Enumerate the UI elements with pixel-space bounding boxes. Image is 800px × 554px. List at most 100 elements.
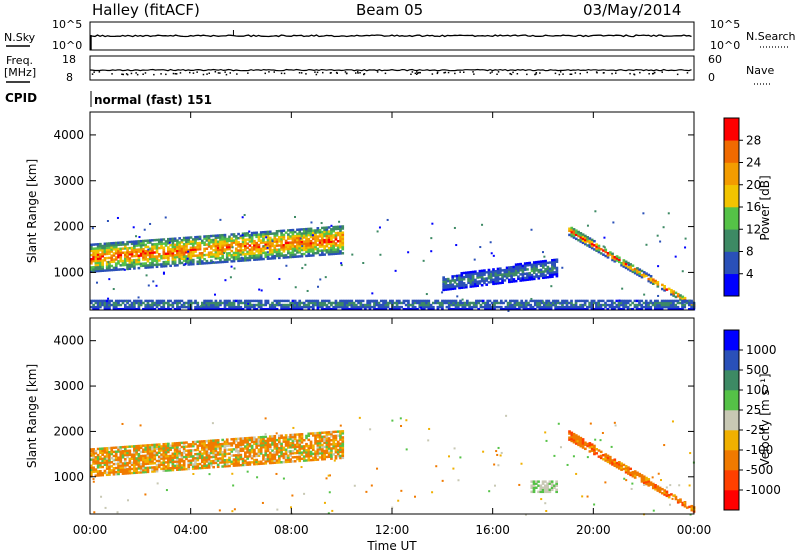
- heatmap-cell: [332, 430, 336, 434]
- heatmap-cell: [549, 301, 553, 305]
- heatmap-cell: [446, 279, 450, 283]
- heatmap-cell: [658, 305, 662, 309]
- nave-dot: [410, 73, 412, 75]
- heatmap-cell: [459, 299, 462, 303]
- heatmap-cell: [196, 465, 200, 468]
- heatmap-cell: [99, 449, 102, 453]
- heatmap-cell: [391, 301, 394, 305]
- heatmap-cell: [590, 445, 594, 448]
- heatmap-cell: [277, 434, 281, 438]
- heatmap-cell: [117, 468, 120, 472]
- heatmap-cell: [137, 448, 141, 452]
- heatmap-cell: [460, 272, 464, 275]
- heatmap-cell: [144, 444, 148, 447]
- heatmap-cell: [271, 240, 274, 243]
- heatmap-cell: [359, 307, 363, 311]
- heatmap-cell: [241, 307, 245, 311]
- nave-dot: [236, 73, 238, 75]
- heatmap-cell: [105, 455, 109, 458]
- heatmap-cell: [96, 267, 100, 271]
- heatmap-cell: [327, 443, 331, 446]
- heatmap-cell: [187, 449, 191, 452]
- heatmap-cell: [465, 301, 469, 305]
- heatmap-cell: [456, 303, 460, 307]
- heatmap-cell: [137, 303, 141, 307]
- heatmap-cell: [622, 265, 626, 268]
- heatmap-cell: [207, 304, 210, 307]
- heatmap-cell: [669, 305, 673, 309]
- heatmap-cell: [164, 453, 168, 456]
- heatmap-cell: [563, 305, 567, 309]
- heatmap-cell: [539, 262, 543, 265]
- heatmap-cell: [622, 303, 625, 307]
- heatmap-cell: [277, 256, 281, 260]
- heatmap-cell: [404, 307, 408, 311]
- heatmap-cell: [108, 453, 111, 456]
- heatmap-cell: [126, 451, 129, 455]
- heatmap-cell: [121, 241, 125, 244]
- heatmap-cell: [200, 440, 204, 443]
- heatmap-cell: [330, 443, 333, 446]
- heatmap-cell: [509, 301, 512, 305]
- heatmap-cell: [548, 490, 552, 494]
- heatmap-cell: [101, 301, 104, 305]
- heatmap-cell: [300, 466, 303, 469]
- heatmap-cell: [624, 260, 628, 263]
- heatmap-cell: [611, 463, 614, 466]
- heatmap-cell: [420, 303, 424, 307]
- heatmap-cell: [663, 491, 666, 494]
- heatmap-cell: [629, 299, 632, 303]
- heatmap-cell: [142, 307, 145, 311]
- heatmap-cell: [180, 468, 184, 471]
- heatmap-cell: [561, 301, 564, 305]
- heatmap-cell: [194, 465, 197, 468]
- heatmap-cell: [521, 264, 525, 268]
- heatmap-cell: [588, 237, 592, 240]
- heatmap-cell: [207, 237, 211, 240]
- heatmap-cell: [540, 305, 544, 309]
- heatmap-cell: [246, 232, 249, 235]
- heatmap-cell: [597, 303, 601, 307]
- heatmap-cell: [510, 268, 513, 271]
- heatmap-cell: [248, 238, 252, 241]
- heatmap-cell: [94, 305, 98, 309]
- heatmap-cell: [532, 480, 536, 483]
- heatmap-cell: [334, 252, 338, 255]
- heatmap-cell: [148, 448, 152, 451]
- heatmap-cell: [652, 509, 655, 512]
- nave-dot: [144, 72, 147, 74]
- heatmap-cell: [339, 438, 342, 441]
- heatmap-cell: [176, 264, 179, 267]
- heatmap-cell: [615, 259, 619, 262]
- heatmap-cell: [142, 450, 145, 454]
- nave-dot: [229, 72, 231, 74]
- heatmap-cell: [203, 305, 206, 309]
- heatmap-cell: [615, 299, 619, 303]
- heatmap-cell: [178, 247, 181, 250]
- heatmap-cell: [101, 449, 104, 452]
- heatmap-cell: [96, 261, 100, 265]
- heatmap-cell: [212, 253, 215, 256]
- heatmap-cell: [618, 260, 621, 264]
- heatmap-cell: [674, 299, 678, 303]
- heatmap-cell: [341, 225, 345, 228]
- heatmap-cell: [323, 247, 326, 250]
- heatmap-cell: [164, 444, 168, 448]
- heatmap-cell: [309, 452, 313, 456]
- heatmap-cell: [622, 299, 625, 303]
- heatmap-cell: [418, 303, 422, 307]
- heatmap-cell: [581, 239, 585, 242]
- heatmap-cell: [250, 252, 254, 255]
- heatmap-cell: [592, 301, 596, 305]
- heatmap-cell: [447, 299, 451, 303]
- heatmap-cell: [139, 299, 143, 303]
- heatmap-cell: [160, 244, 163, 248]
- heatmap-cell: [642, 475, 646, 478]
- heatmap-cell: [314, 450, 317, 453]
- heatmap-cell: [225, 307, 229, 311]
- heatmap-cell: [117, 243, 120, 247]
- heatmap-cell: [411, 307, 415, 311]
- heatmap-cell: [239, 463, 243, 467]
- heatmap-cell: [314, 436, 317, 439]
- heatmap-cell: [187, 261, 191, 264]
